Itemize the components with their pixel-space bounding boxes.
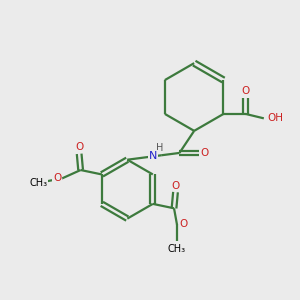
Text: O: O bbox=[171, 181, 180, 190]
Text: H: H bbox=[156, 143, 164, 153]
Text: O: O bbox=[53, 173, 61, 183]
Text: CH₃: CH₃ bbox=[29, 178, 47, 188]
Text: O: O bbox=[242, 86, 250, 96]
Text: O: O bbox=[200, 148, 208, 158]
Text: N: N bbox=[149, 151, 157, 161]
Text: CH₃: CH₃ bbox=[168, 244, 186, 254]
Text: O: O bbox=[75, 142, 83, 152]
Text: O: O bbox=[179, 220, 188, 230]
Text: OH: OH bbox=[267, 113, 283, 123]
